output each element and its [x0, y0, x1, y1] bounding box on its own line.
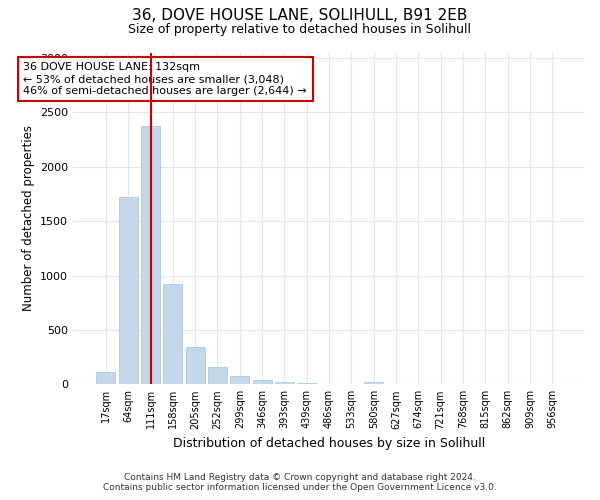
Text: 36 DOVE HOUSE LANE: 132sqm
← 53% of detached houses are smaller (3,048)
46% of s: 36 DOVE HOUSE LANE: 132sqm ← 53% of deta…: [23, 62, 307, 96]
Text: Size of property relative to detached houses in Solihull: Size of property relative to detached ho…: [128, 22, 472, 36]
Bar: [97, 372, 115, 384]
Bar: [185, 348, 205, 385]
Bar: [141, 126, 160, 384]
X-axis label: Distribution of detached houses by size in Solihull: Distribution of detached houses by size …: [173, 437, 485, 450]
Bar: [253, 380, 272, 384]
Bar: [275, 382, 294, 384]
Y-axis label: Number of detached properties: Number of detached properties: [22, 126, 35, 312]
Bar: [163, 284, 182, 384]
Text: Contains HM Land Registry data © Crown copyright and database right 2024.
Contai: Contains HM Land Registry data © Crown c…: [103, 473, 497, 492]
Bar: [230, 376, 249, 384]
Bar: [119, 197, 137, 384]
Text: 36, DOVE HOUSE LANE, SOLIHULL, B91 2EB: 36, DOVE HOUSE LANE, SOLIHULL, B91 2EB: [133, 8, 467, 22]
Bar: [208, 368, 227, 384]
Bar: [364, 382, 383, 384]
